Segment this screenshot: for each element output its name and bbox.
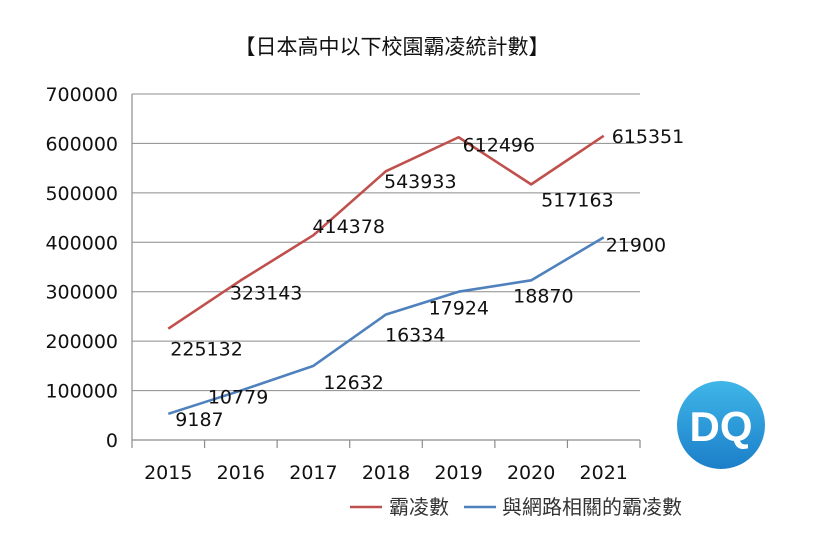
data-label: 225132 bbox=[170, 339, 243, 361]
x-tick-label: 2016 bbox=[217, 462, 265, 484]
x-tick-label: 2021 bbox=[580, 462, 628, 484]
data-label: 10779 bbox=[208, 387, 268, 409]
dq-logo: DQ bbox=[677, 381, 765, 469]
x-tick-label: 2020 bbox=[507, 462, 555, 484]
data-label: 517163 bbox=[541, 189, 614, 211]
legend-label: 霸凌數 bbox=[389, 495, 449, 519]
series-line bbox=[167, 236, 605, 416]
data-label: 9187 bbox=[175, 409, 223, 431]
logo-text: DQ bbox=[690, 403, 753, 450]
legend: 霸凌數 與網路相關的霸凌數 bbox=[350, 495, 682, 519]
y-tick-label: 200000 bbox=[45, 331, 118, 353]
x-tick-label: 2019 bbox=[434, 462, 482, 484]
y-tick-label: 100000 bbox=[45, 381, 118, 403]
x-axis-ticks: 2015 2016 2017 2018 2019 2020 2021 bbox=[144, 462, 628, 484]
y-axis-ticks: 0 100000 200000 300000 400000 500000 600000 700… bbox=[45, 84, 118, 452]
data-label: 323143 bbox=[230, 282, 303, 304]
data-label: 612496 bbox=[463, 134, 536, 156]
series-line bbox=[167, 134, 605, 330]
grid-lines bbox=[131, 93, 641, 448]
series-lines bbox=[167, 134, 605, 416]
y-tick-label: 0 bbox=[106, 430, 118, 452]
data-label: 414378 bbox=[312, 216, 385, 238]
data-label: 21900 bbox=[606, 234, 666, 256]
data-label: 18870 bbox=[513, 285, 573, 307]
x-tick-label: 2015 bbox=[144, 462, 192, 484]
logo-circle bbox=[677, 381, 765, 469]
data-label: 543933 bbox=[384, 171, 457, 193]
x-tick-label: 2018 bbox=[362, 462, 410, 484]
chart-title: 【日本高中以下校園霸凌統計數】 bbox=[235, 35, 550, 59]
y-tick-label: 600000 bbox=[45, 133, 118, 155]
y-tick-label: 500000 bbox=[45, 183, 118, 205]
data-label: 17924 bbox=[429, 298, 489, 320]
data-label: 16334 bbox=[385, 324, 445, 346]
data-labels: 225132 323143 414378 543933 612496 517163 6153… bbox=[170, 126, 684, 431]
x-tick-label: 2017 bbox=[289, 462, 337, 484]
y-tick-label: 400000 bbox=[45, 232, 118, 254]
data-label: 615351 bbox=[612, 126, 685, 148]
y-tick-label: 700000 bbox=[45, 84, 118, 106]
legend-label: 與網路相關的霸凌數 bbox=[502, 495, 682, 519]
y-tick-label: 300000 bbox=[45, 282, 118, 304]
data-label: 12632 bbox=[323, 372, 383, 394]
